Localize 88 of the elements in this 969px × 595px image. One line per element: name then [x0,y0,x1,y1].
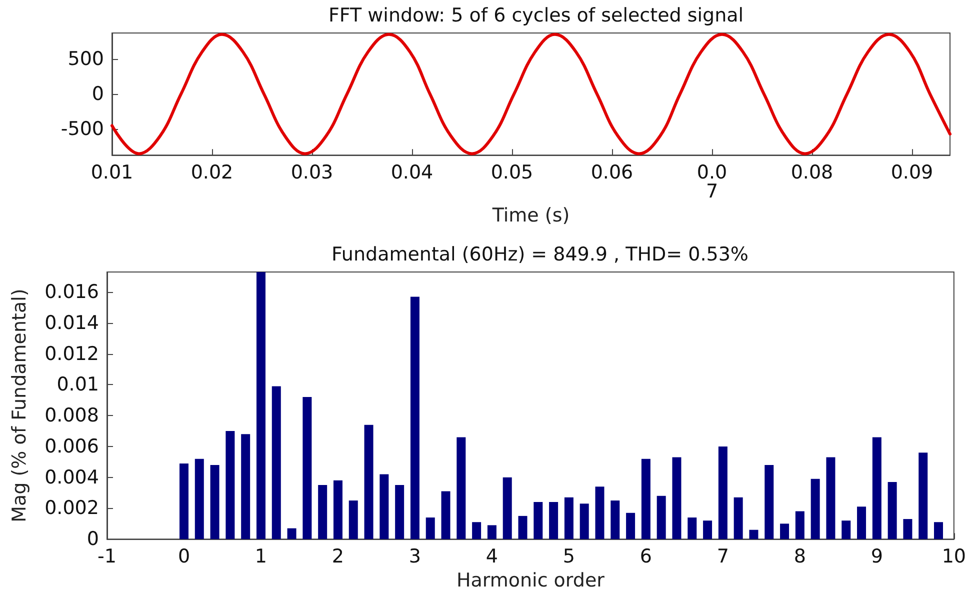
bar [626,512,636,540]
x-tick-label: 0.08 [790,162,834,184]
bar [734,497,743,540]
bar [749,530,758,540]
x-tick-label: 5 [562,546,575,568]
bar [395,485,404,540]
bar [918,452,928,540]
x-tick-label: 0.03 [290,162,334,184]
bar [703,520,712,540]
y-tick-label: 0.014 [44,312,99,334]
x-tick-label: 9 [870,546,883,568]
bar [672,457,682,540]
y-tick-label: 0.006 [44,435,99,458]
y-tick-label: 0 [92,83,104,106]
x-tick-label: 0 [178,546,190,568]
bar [564,497,574,540]
bar [857,506,866,540]
bar [656,496,666,540]
x-axis-title: Harmonic order [456,570,605,592]
bar [287,528,296,540]
bar [780,524,790,540]
bar [380,474,389,540]
y-tick-label: 0.008 [44,404,99,427]
bar [764,464,774,540]
bar [426,517,435,540]
x-tick-label: 7 [716,546,729,568]
bar [441,491,450,540]
x-tick-label: 0.04 [390,162,434,184]
chart-title: Fundamental (60Hz) = 849.9 , THD= 0.53% [332,244,748,266]
bar [903,519,912,540]
bar [549,502,558,540]
bar [241,434,250,540]
x-tick-label: 0.06 [590,162,634,184]
bar [795,511,804,540]
bar [842,520,851,540]
bar [518,516,528,540]
bar [718,446,728,540]
bar [456,437,466,540]
x-axis-title: Time (s) [491,204,570,226]
y-tick-label: 0 [86,528,99,550]
bar [487,525,496,540]
x-tick-label: 0.05 [490,162,534,184]
bar [472,522,482,540]
bar [502,477,512,540]
bar [410,296,420,540]
bar [580,504,589,540]
bar [826,457,836,540]
bar [302,397,312,540]
x-tick-label: 4 [486,546,498,568]
bar [210,464,220,540]
bar [179,463,188,540]
chart-title: FFT window: 5 of 6 cycles of selected signal [328,4,744,26]
bar [872,437,882,540]
bar [226,431,235,540]
bar [688,517,697,540]
x-tick-label: 10 [942,546,966,568]
bar [194,458,204,540]
x-tick-label: 6 [640,546,652,568]
x-tick-label: 8 [794,546,806,568]
bar [256,272,266,540]
bar [610,500,620,540]
y-tick-label: 0.002 [44,497,99,520]
y-axis-title: Mag (% of Fundamental) [8,288,30,522]
x-tick-label: 2 [332,546,344,568]
x-tick-label: 0.0 7 [696,162,728,203]
bar [364,424,374,540]
x-tick-label: 0.09 [890,162,934,184]
x-tick-label: -1 [98,546,116,568]
y-tick-label: 0.01 [56,374,99,396]
x-tick-label: 0.02 [190,162,234,184]
y-tick-label: 0.016 [44,281,99,304]
y-tick-label: 500 [68,48,104,70]
y-tick-label: 0.004 [44,466,99,488]
bar [810,478,820,540]
bar [333,480,342,540]
bar [534,502,543,540]
bar [348,500,358,540]
bar [888,482,897,540]
bar [641,458,650,540]
bar [272,386,281,540]
y-tick-label: 0.012 [44,342,99,365]
line-series [110,32,952,156]
x-tick-label: 1 [254,546,268,568]
y-tick-label: -500 [60,118,104,140]
bar [318,485,328,540]
bar [934,522,944,540]
x-tick-label: 3 [408,546,422,568]
bar [595,486,604,540]
